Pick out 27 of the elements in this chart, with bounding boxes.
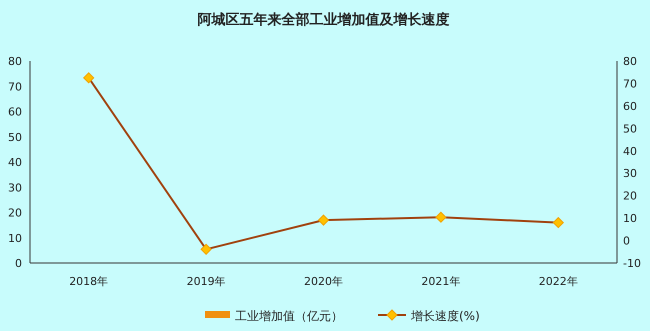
y2-tick-label: 0 [623,234,630,248]
x-tick-label: 2021年 [421,275,460,288]
y-tick-label: 70 [8,80,22,94]
y-tick-label: 80 [8,55,22,68]
y-tick-label: 20 [8,206,22,220]
y2-tick-label: 80 [623,55,637,68]
y-tick-label: 0 [15,257,22,270]
y-tick-label: 40 [8,156,22,169]
y2-tick-label: -10 [623,257,641,270]
y2-tick-label: 70 [623,77,637,90]
x-tick-label: 2022年 [538,275,578,288]
chart-title: 阿城区五年来全部工业增加值及增长速度 [198,11,450,28]
y-tick-label: 10 [8,232,22,245]
y2-tick-label: 10 [623,212,637,226]
y2-tick-label: 40 [623,144,637,158]
x-tick-label: 2019年 [186,275,226,288]
legend-label: 工业增加值（亿元） [235,309,343,323]
y-tick-label: 30 [8,181,22,194]
y-tick-label: 50 [8,130,22,144]
y2-tick-label: 50 [623,122,637,136]
y2-tick-label: 20 [623,190,637,203]
y-tick-label: 60 [8,106,22,118]
y2-tick-label: 60 [623,100,637,113]
x-tick-label: 2020年 [304,275,343,288]
y2-tick-label: 30 [623,167,637,180]
legend-label: 增长速度(%) [410,309,480,323]
x-tick-label: 2018年 [69,275,108,288]
